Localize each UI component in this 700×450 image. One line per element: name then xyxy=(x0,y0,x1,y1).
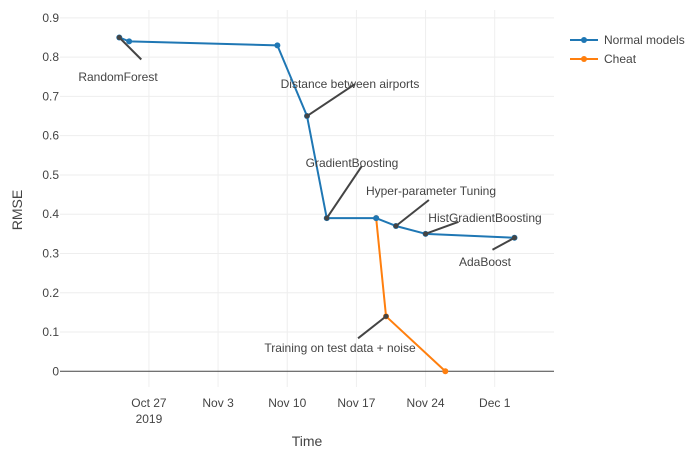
legend-marker-normal-models xyxy=(581,37,587,43)
legend-marker-cheat xyxy=(581,56,587,62)
annotation-label: Hyper-parameter Tuning xyxy=(366,184,496,198)
y-tick-label: 0.7 xyxy=(42,89,59,103)
y-tick-label: 0.2 xyxy=(42,286,59,300)
x-tick-label: Nov 3 xyxy=(202,396,234,410)
annotation-label: AdaBoost xyxy=(459,255,512,269)
series-line-normal-models xyxy=(118,36,515,239)
y-tick-label: 0.8 xyxy=(42,50,59,64)
data-point-normal-models[interactable] xyxy=(373,215,380,222)
annotation-layer: RandomForest Distance between airports Gra… xyxy=(78,34,542,355)
annotation-arrowhead xyxy=(304,113,310,119)
annotation-arrow xyxy=(425,220,459,235)
x-tick-label: Nov 10 xyxy=(268,396,306,410)
y-tick-label: 0.9 xyxy=(42,11,59,25)
x-tick-sublabel: 2019 xyxy=(136,412,163,426)
x-axis-title: Time xyxy=(292,433,323,449)
legend-label-cheat: Cheat xyxy=(604,52,637,66)
data-point-normal-models[interactable] xyxy=(126,38,133,45)
data-point-cheat[interactable] xyxy=(442,368,449,375)
annotation-arrow xyxy=(306,83,356,117)
legend-item-normal-models[interactable]: Normal models xyxy=(570,33,685,47)
annotation-arrowhead xyxy=(511,235,517,241)
legend-label-normal-models: Normal models xyxy=(604,33,685,47)
annotation-arrow xyxy=(492,236,515,251)
x-tick-label: Oct 27 xyxy=(131,396,167,410)
annotation-arrow xyxy=(357,315,387,340)
data-point-normal-models[interactable] xyxy=(274,42,281,49)
x-tick-label: Nov 17 xyxy=(337,396,375,410)
annotation-arrow xyxy=(325,165,363,219)
y-tick-label: 0.6 xyxy=(42,129,59,143)
y-axis-title: RMSE xyxy=(9,190,25,230)
annotation-label: RandomForest xyxy=(78,70,158,84)
annotation-label: Distance between airports xyxy=(281,77,420,91)
y-tick-label: 0.4 xyxy=(42,207,59,221)
y-tick-label: 0.3 xyxy=(42,246,59,260)
x-tick-label: Nov 24 xyxy=(407,396,445,410)
y-tick-label: 0.5 xyxy=(42,168,59,182)
annotation-arrowhead xyxy=(116,34,122,40)
y-tick-label: 0.1 xyxy=(42,325,59,339)
annotation-arrowhead xyxy=(423,231,429,237)
annotation-arrow xyxy=(395,199,430,227)
legend: Normal models Cheat xyxy=(570,33,685,66)
gridlines xyxy=(60,10,554,387)
annotation-label: GradientBoosting xyxy=(306,156,399,170)
annotation-arrow xyxy=(118,36,142,61)
y-tick-label: 0 xyxy=(52,364,59,378)
annotation-label: Training on test data + noise xyxy=(264,341,416,355)
annotation-arrowhead xyxy=(324,215,330,221)
tick-layer: 0 0.1 0.2 0.3 0.4 0.5 0.6 0.7 0.8 0.9 Oct 27 2019 No… xyxy=(42,11,510,426)
annotation-arrowhead xyxy=(393,223,399,229)
legend-item-cheat[interactable]: Cheat xyxy=(570,52,637,66)
x-tick-label: Dec 1 xyxy=(479,396,511,410)
annotation-arrowhead xyxy=(383,313,389,319)
annotation-label: HistGradientBoosting xyxy=(428,211,541,225)
